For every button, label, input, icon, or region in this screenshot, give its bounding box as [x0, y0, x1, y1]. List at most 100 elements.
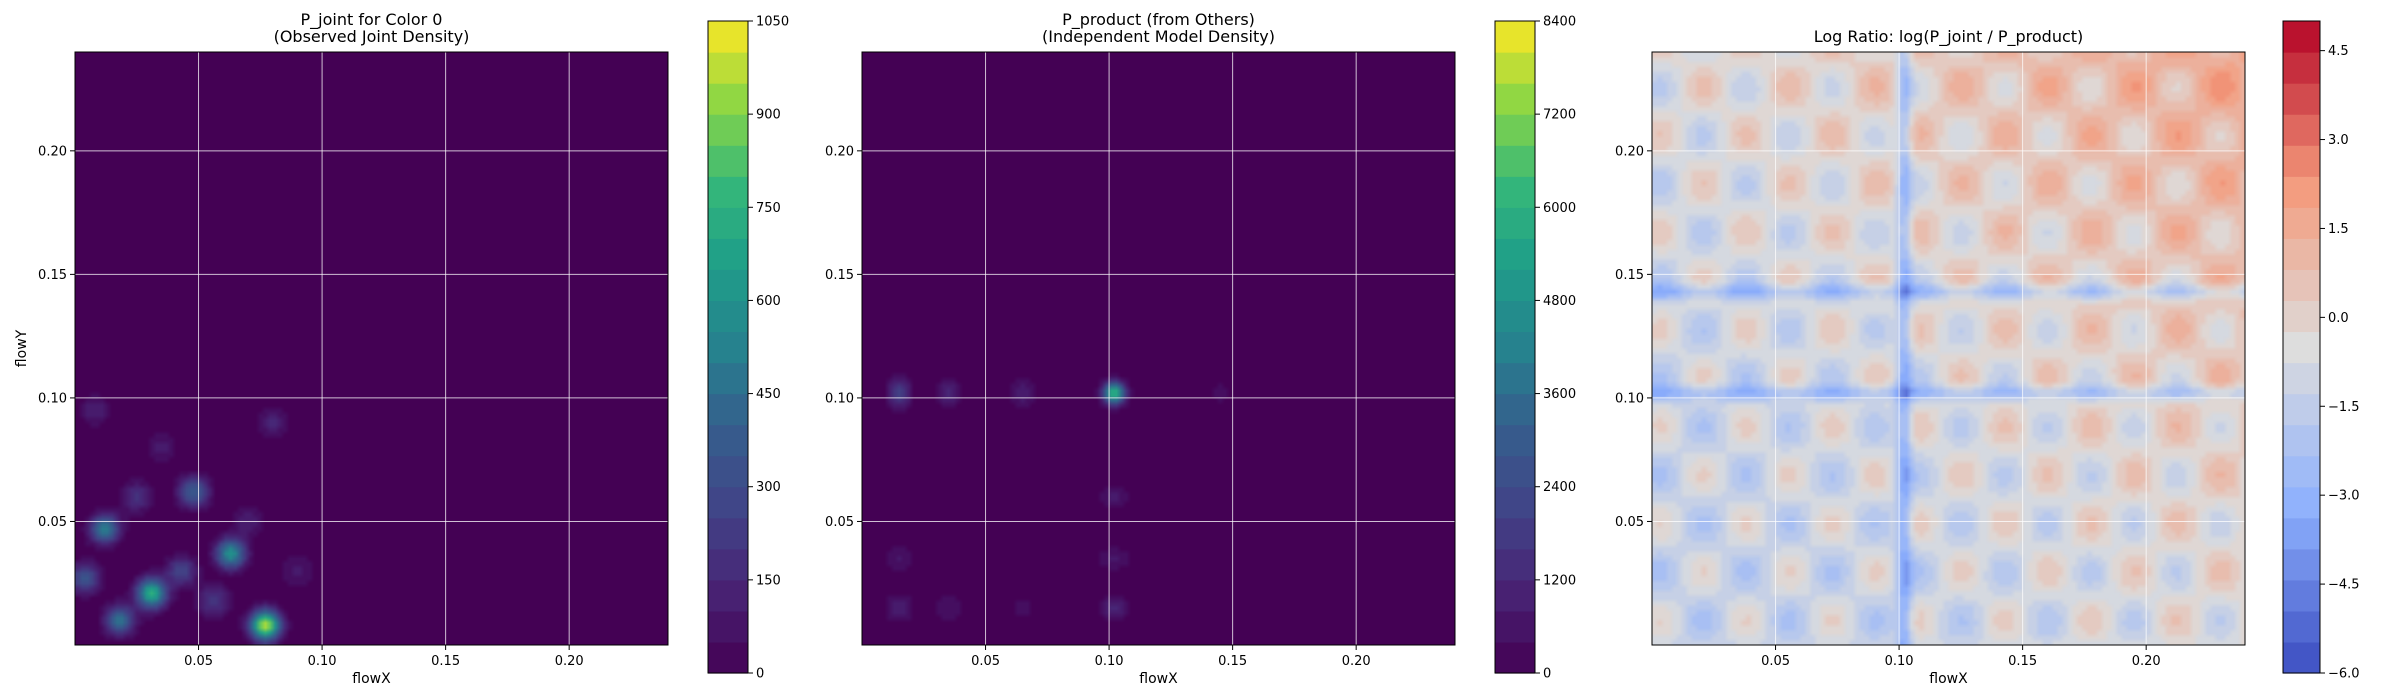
colorbar-level [708, 331, 748, 364]
y-tick-label: 0.20 [38, 144, 67, 159]
y-axis-label: flowY [14, 329, 30, 367]
y-tick-label: 0.10 [38, 391, 67, 406]
colorbar-tick-label: 0 [1543, 667, 1551, 682]
colorbar-tick-label: 750 [756, 201, 781, 216]
colorbar-tick-label: 150 [756, 573, 781, 588]
colorbar-level [708, 548, 748, 581]
chart-title: (Observed Joint Density) [274, 27, 470, 46]
y-tick-label: 0.10 [1615, 391, 1644, 406]
colorbar-tick-label: 3.0 [2328, 133, 2349, 148]
colorbar-tick-label: 2400 [1543, 480, 1576, 495]
colorbar: −6.0 −4.5 −3.0 −1.5 0.0 1.5 3.0 4.5 [2282, 20, 2360, 682]
colorbar-level [2283, 331, 2320, 364]
colorbar-level [2283, 486, 2320, 519]
colorbar-tick-label: 1050 [756, 15, 789, 30]
colorbar-tick-label: 3600 [1543, 387, 1576, 402]
y-tick-label: 0.15 [38, 268, 67, 283]
colorbar-level [1495, 52, 1535, 84]
x-tick-label: 0.15 [2008, 654, 2037, 669]
colorbar-level [2283, 114, 2320, 146]
x-axis-label: flowX [352, 671, 391, 687]
colorbar-level [708, 486, 748, 519]
colorbar-level [1495, 548, 1535, 581]
colorbar-tick-label: −1.5 [2328, 400, 2360, 415]
colorbar-level [708, 517, 748, 550]
chart-panel-1: 0.05 0.10 0.15 0.20 0.05 0.10 0.15 0.20 P_joint … [14, 10, 789, 687]
heatmap-surface [862, 52, 1455, 645]
colorbar-tick-label: 0.0 [2328, 311, 2349, 326]
colorbar-level [2283, 176, 2320, 208]
colorbar-level [2283, 83, 2320, 115]
plot-frame [1651, 51, 2246, 646]
colorbar-level [2283, 641, 2320, 674]
colorbar-level [708, 393, 748, 426]
x-tick-label: 0.10 [1885, 654, 1914, 669]
x-tick-label: 0.10 [308, 654, 337, 669]
colorbar-level [1495, 455, 1535, 488]
x-tick-label: 0.20 [1342, 654, 1371, 669]
colorbar-level [1495, 145, 1535, 177]
x-tick-label: 0.15 [431, 654, 460, 669]
y-tick-label: 0.15 [825, 268, 854, 283]
x-axis-label: flowX [1139, 671, 1178, 687]
colorbar-level [708, 579, 748, 612]
colorbar-tick-label: 1.5 [2328, 222, 2349, 237]
colorbar-level [1495, 83, 1535, 115]
colorbar-level [2283, 145, 2320, 177]
colorbar-level [708, 176, 748, 208]
colorbar-level [708, 238, 748, 270]
x-tick-label: 0.05 [1761, 654, 1790, 669]
colorbar-tick-label: 6000 [1543, 201, 1576, 216]
colorbar-tick-label: 450 [756, 387, 781, 402]
colorbar-tick-label: 8400 [1543, 15, 1576, 30]
colorbar-level [1495, 517, 1535, 550]
x-tick-label: 0.10 [1095, 654, 1124, 669]
y-tick-label: 0.20 [1615, 144, 1644, 159]
colorbar-level [1495, 238, 1535, 270]
chart-title: Log Ratio: log(P_joint / P_product) [1814, 27, 2084, 47]
colorbar-tick-label: 4800 [1543, 294, 1576, 309]
chart-title: P_product (from Others) [1062, 10, 1255, 30]
colorbar-level [1495, 641, 1535, 674]
colorbar-level [1495, 610, 1535, 643]
colorbar-level [1495, 393, 1535, 426]
colorbar-tick-label: 4.5 [2328, 44, 2349, 59]
colorbar-level [708, 207, 748, 239]
plot-frame [74, 51, 669, 646]
chart-title: P_joint for Color 0 [301, 10, 443, 30]
y-tick-label: 0.05 [825, 515, 854, 530]
colorbar-tick-label: 900 [756, 108, 781, 123]
chart-panel-2: 0.05 0.10 0.15 0.20 0.05 0.10 0.15 0.20 P_produc… [825, 10, 1576, 687]
x-tick-label: 0.05 [971, 654, 1000, 669]
colorbar-tick-label: 1200 [1543, 573, 1576, 588]
colorbar-level [708, 83, 748, 115]
colorbar-tick-label: 300 [756, 480, 781, 495]
colorbar-level [1495, 269, 1535, 302]
colorbar-frame [1494, 20, 1536, 674]
chart-title: (Independent Model Density) [1042, 27, 1275, 46]
y-tick-label: 0.05 [38, 515, 67, 530]
colorbar-level [2283, 21, 2320, 53]
y-tick-label: 0.15 [1615, 268, 1644, 283]
colorbar-level [1495, 176, 1535, 208]
colorbar-level [2283, 238, 2320, 270]
colorbar-level [1495, 362, 1535, 395]
heatmap-surface [75, 52, 668, 645]
colorbar-level [2283, 269, 2320, 302]
colorbar-level [708, 145, 748, 177]
colorbar-level [2283, 455, 2320, 488]
colorbar-tick-label: −4.5 [2328, 578, 2360, 593]
colorbar-level [2283, 393, 2320, 426]
colorbar-level [2283, 548, 2320, 581]
x-tick-label: 0.20 [2132, 654, 2161, 669]
colorbar-level [708, 114, 748, 146]
colorbar-level [2283, 362, 2320, 395]
y-tick-label: 0.05 [1615, 515, 1644, 530]
colorbar-level [2283, 579, 2320, 612]
colorbar: 0 1200 2400 3600 4800 6000 7200 8400 [1494, 15, 1576, 682]
colorbar-tick-label: −3.0 [2328, 489, 2360, 504]
colorbar-level [2283, 517, 2320, 550]
colorbar-level [1495, 207, 1535, 239]
colorbar-tick-label: −6.0 [2328, 667, 2360, 682]
